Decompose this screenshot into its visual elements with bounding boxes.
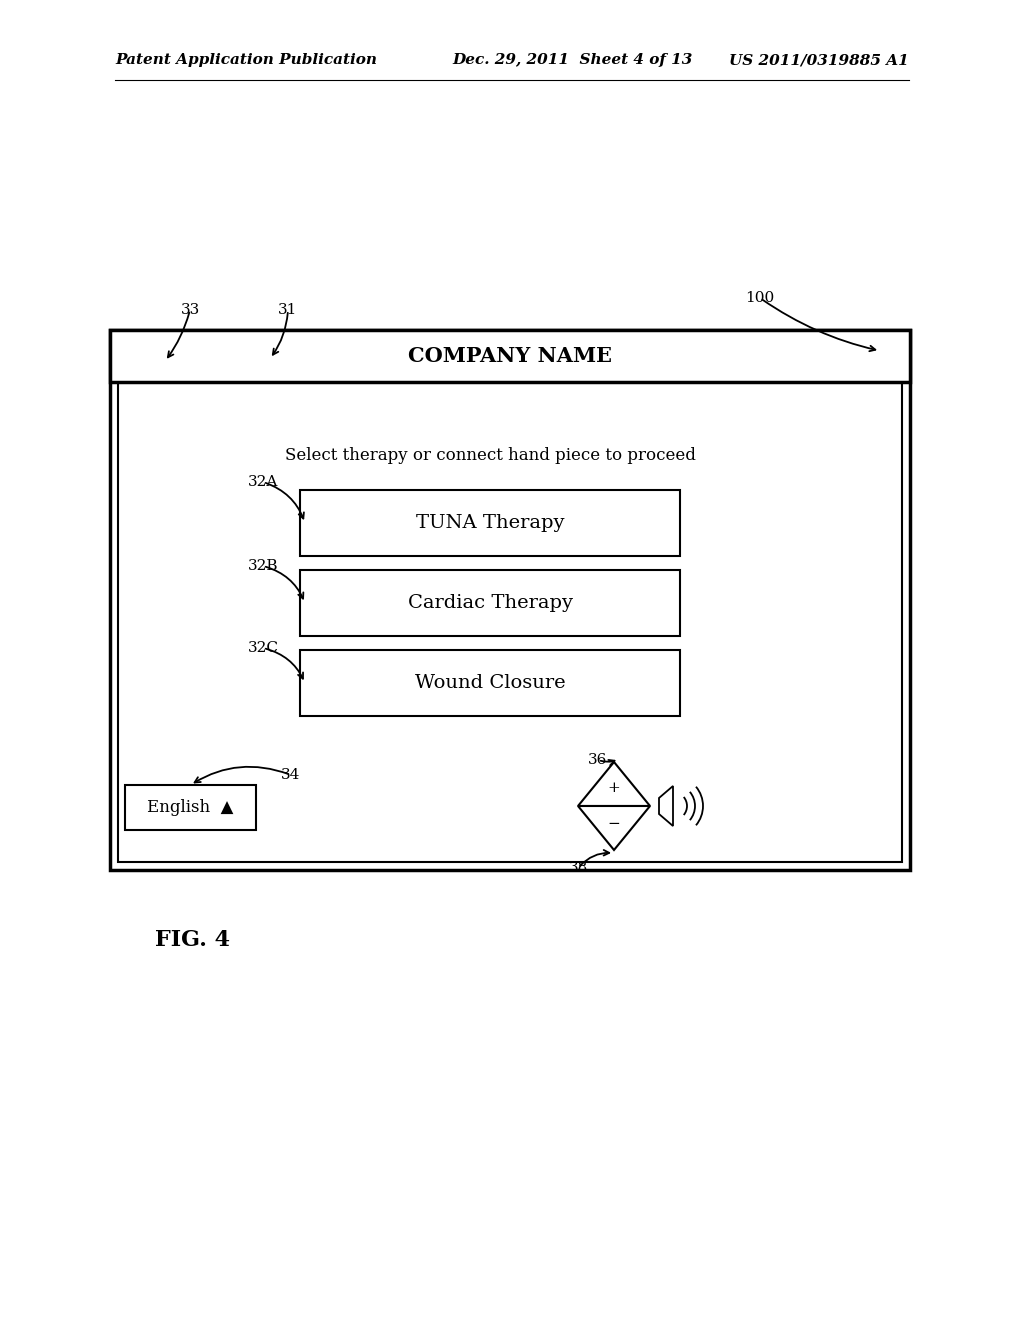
Text: Dec. 29, 2011  Sheet 4 of 13: Dec. 29, 2011 Sheet 4 of 13	[452, 53, 692, 67]
Bar	[300, 570, 680, 636]
Text: TUNA Therapy: TUNA Therapy	[416, 513, 564, 532]
Text: FIG. 4: FIG. 4	[155, 929, 230, 950]
Bar	[110, 330, 910, 870]
Bar	[125, 785, 256, 830]
Text: Wound Closure: Wound Closure	[415, 675, 565, 692]
Polygon shape	[659, 785, 673, 826]
Text: Select therapy or connect hand piece to proceed: Select therapy or connect hand piece to …	[285, 447, 695, 465]
Text: 100: 100	[745, 290, 774, 305]
Text: Cardiac Therapy: Cardiac Therapy	[408, 594, 572, 612]
Text: 32C: 32C	[248, 642, 279, 655]
Text: 32B: 32B	[248, 558, 279, 573]
Text: 34: 34	[282, 768, 301, 781]
Polygon shape	[578, 807, 650, 850]
Bar	[110, 330, 910, 381]
Text: 36: 36	[589, 752, 607, 767]
Bar	[118, 381, 902, 862]
Text: 32A: 32A	[248, 475, 279, 488]
Text: 38: 38	[568, 861, 588, 875]
Text: 33: 33	[180, 304, 200, 317]
Text: +: +	[607, 780, 621, 795]
Text: English  ▲: English ▲	[147, 799, 233, 816]
Bar	[300, 490, 680, 556]
Text: COMPANY NAME: COMPANY NAME	[408, 346, 612, 366]
Polygon shape	[578, 762, 650, 807]
Bar	[300, 649, 680, 715]
Text: −: −	[607, 817, 621, 832]
Text: Patent Application Publication: Patent Application Publication	[115, 53, 377, 67]
Text: 31: 31	[279, 304, 298, 317]
Text: US 2011/0319885 A1: US 2011/0319885 A1	[729, 53, 909, 67]
